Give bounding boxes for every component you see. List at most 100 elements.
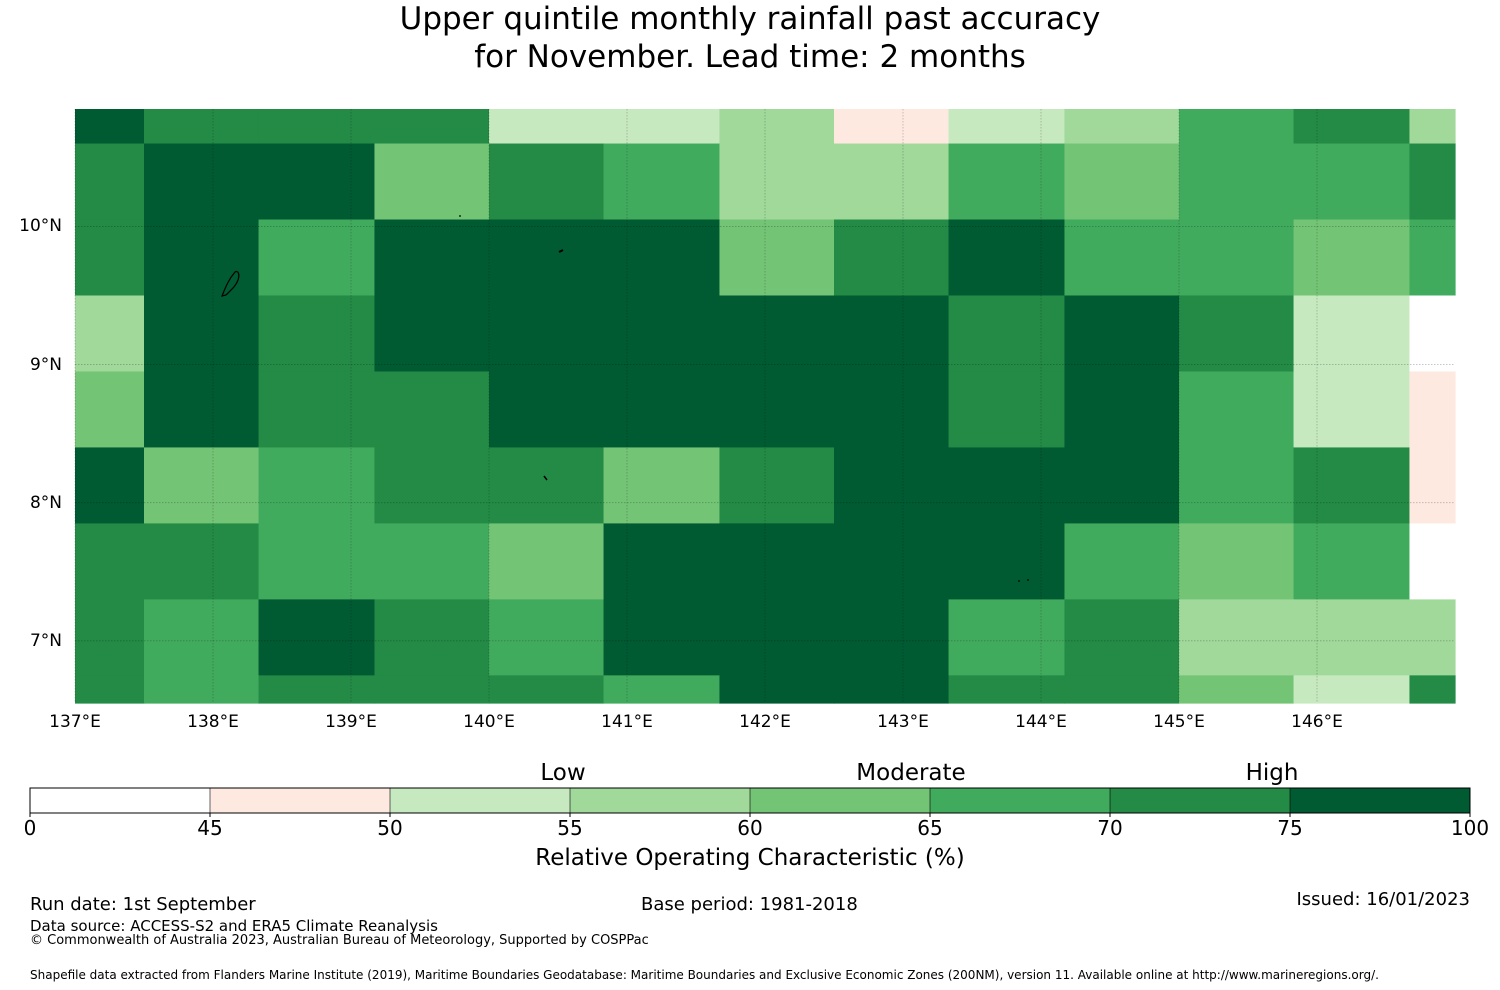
heatmap-cell: [144, 599, 260, 676]
heatmap-cell: [1064, 523, 1180, 600]
heatmap-cell: [1179, 219, 1295, 297]
heatmap-cell: [1293, 675, 1411, 704]
shapefile-credit: Shapefile data extracted from Flanders M…: [30, 968, 1379, 982]
heatmap-cell: [1064, 599, 1180, 676]
heatmap-cell: [719, 371, 835, 449]
heatmap-cell: [489, 523, 605, 600]
heatmap-cell: [1409, 599, 1456, 676]
heatmap-cell: [75, 599, 145, 676]
heatmap-cell: [489, 295, 605, 373]
heatmap-cell: [948, 109, 1066, 145]
heatmap-cell: [1064, 447, 1180, 525]
heatmap-cell: [719, 143, 835, 221]
heatmap-cell: [1409, 109, 1456, 145]
heatmap-cell: [603, 599, 721, 676]
heatmap-cell: [719, 219, 835, 297]
heatmap-cell: [1409, 523, 1456, 600]
latitude-tick-label: 8°N: [29, 492, 62, 513]
heatmap-cell: [75, 109, 145, 145]
colorbar-segment: [390, 788, 570, 813]
heatmap-cell: [1064, 675, 1180, 704]
colorbar-segment: [30, 788, 210, 813]
colorbar-category-label: Moderate: [856, 760, 966, 786]
colorbar-tick-label: 70: [1097, 816, 1123, 840]
heatmap-cell: [75, 219, 145, 297]
heatmap-cell: [1064, 295, 1180, 373]
heatmap-cell: [258, 143, 376, 221]
heatmap-cell: [603, 295, 721, 373]
heatmap-cell: [75, 675, 145, 704]
heatmap-cell: [144, 295, 260, 373]
heatmap-cell: [1293, 599, 1411, 676]
heatmap-cell: [1409, 447, 1456, 525]
colorbar-tick-label: 45: [197, 816, 223, 840]
heatmap-cell: [948, 371, 1066, 449]
heatmap-cell: [258, 371, 376, 449]
heatmap-cell: [489, 109, 605, 145]
heatmap-cell: [1293, 109, 1411, 145]
heatmap-cell: [75, 371, 145, 449]
colorbar-category-label: Low: [540, 760, 586, 786]
chart-title-line-2: for November. Lead time: 2 months: [474, 39, 1026, 75]
run-date: Run date: 1st September: [30, 894, 256, 915]
colorbar-tick-label: 0: [23, 816, 37, 840]
heatmap-cell: [374, 523, 490, 600]
heatmap-cell: [489, 447, 605, 525]
latitude-tick-label: 10°N: [19, 216, 62, 237]
heatmap-cell: [489, 675, 605, 704]
heatmap-cell: [719, 447, 835, 525]
heatmap-cell: [75, 295, 145, 373]
heatmap-cell: [75, 523, 145, 600]
heatmap-cell: [374, 109, 490, 145]
longitude-tick-label: 146°E: [1291, 712, 1343, 732]
issued-date: Issued: 16/01/2023: [1296, 889, 1470, 910]
heatmap-cell: [489, 143, 605, 221]
chart-title: Upper quintile monthly rainfall past acc…: [0, 0, 1500, 76]
colorbar-title: Relative Operating Characteristic (%): [535, 845, 965, 871]
longitude-tick-label: 140°E: [463, 712, 515, 732]
colorbar: [29, 787, 1471, 817]
colorbar-tick-label: 100: [1450, 816, 1490, 840]
heatmap-cell: [489, 219, 605, 297]
heatmap-cell: [374, 447, 490, 525]
heatmap-cell: [603, 523, 721, 600]
heatmap-cell: [374, 599, 490, 676]
colorbar-tick-label: 50: [377, 816, 403, 840]
heatmap-cell: [374, 295, 490, 373]
heatmap-cell: [834, 675, 950, 704]
heatmap-cell: [1293, 219, 1411, 297]
heatmap-cell: [948, 675, 1066, 704]
chart-title-line-1: Upper quintile monthly rainfall past acc…: [399, 1, 1101, 37]
heatmap-cell: [1409, 675, 1456, 704]
colorbar-tick-label: 65: [917, 816, 943, 840]
heatmap-cell: [144, 143, 260, 221]
heatmap-cell: [1179, 143, 1295, 221]
heatmap-cell: [948, 523, 1066, 600]
longitude-tick-label: 137°E: [49, 712, 101, 732]
heatmap-cell: [948, 219, 1066, 297]
data-source: Data source: ACCESS-S2 and ERA5 Climate …: [30, 917, 438, 935]
colorbar-segment: [1110, 788, 1290, 813]
heatmap-cell: [374, 219, 490, 297]
latitude-tick-label: 9°N: [29, 354, 62, 375]
heatmap-cell: [258, 109, 376, 145]
heatmap-cell: [1293, 295, 1411, 373]
heatmap-cell: [1064, 219, 1180, 297]
heatmap-cell: [258, 599, 376, 676]
island-outline: [558, 249, 564, 253]
latitude-tick-label: 7°N: [29, 630, 62, 651]
heatmap-cell: [1064, 371, 1180, 449]
longitude-tick-label: 144°E: [1015, 712, 1067, 732]
island-outlines: [221, 215, 1029, 582]
heatmap-cell: [489, 371, 605, 449]
heatmap-cell: [834, 371, 950, 449]
colorbar-segment: [750, 788, 930, 813]
heatmap-cell: [258, 447, 376, 525]
heatmap-cell: [374, 371, 490, 449]
colorbar-segment: [1290, 788, 1470, 813]
heatmap-cell: [719, 109, 835, 145]
heatmap-cell: [948, 143, 1066, 221]
heatmap-cell: [1179, 371, 1295, 449]
heatmap-cell: [1293, 143, 1411, 221]
